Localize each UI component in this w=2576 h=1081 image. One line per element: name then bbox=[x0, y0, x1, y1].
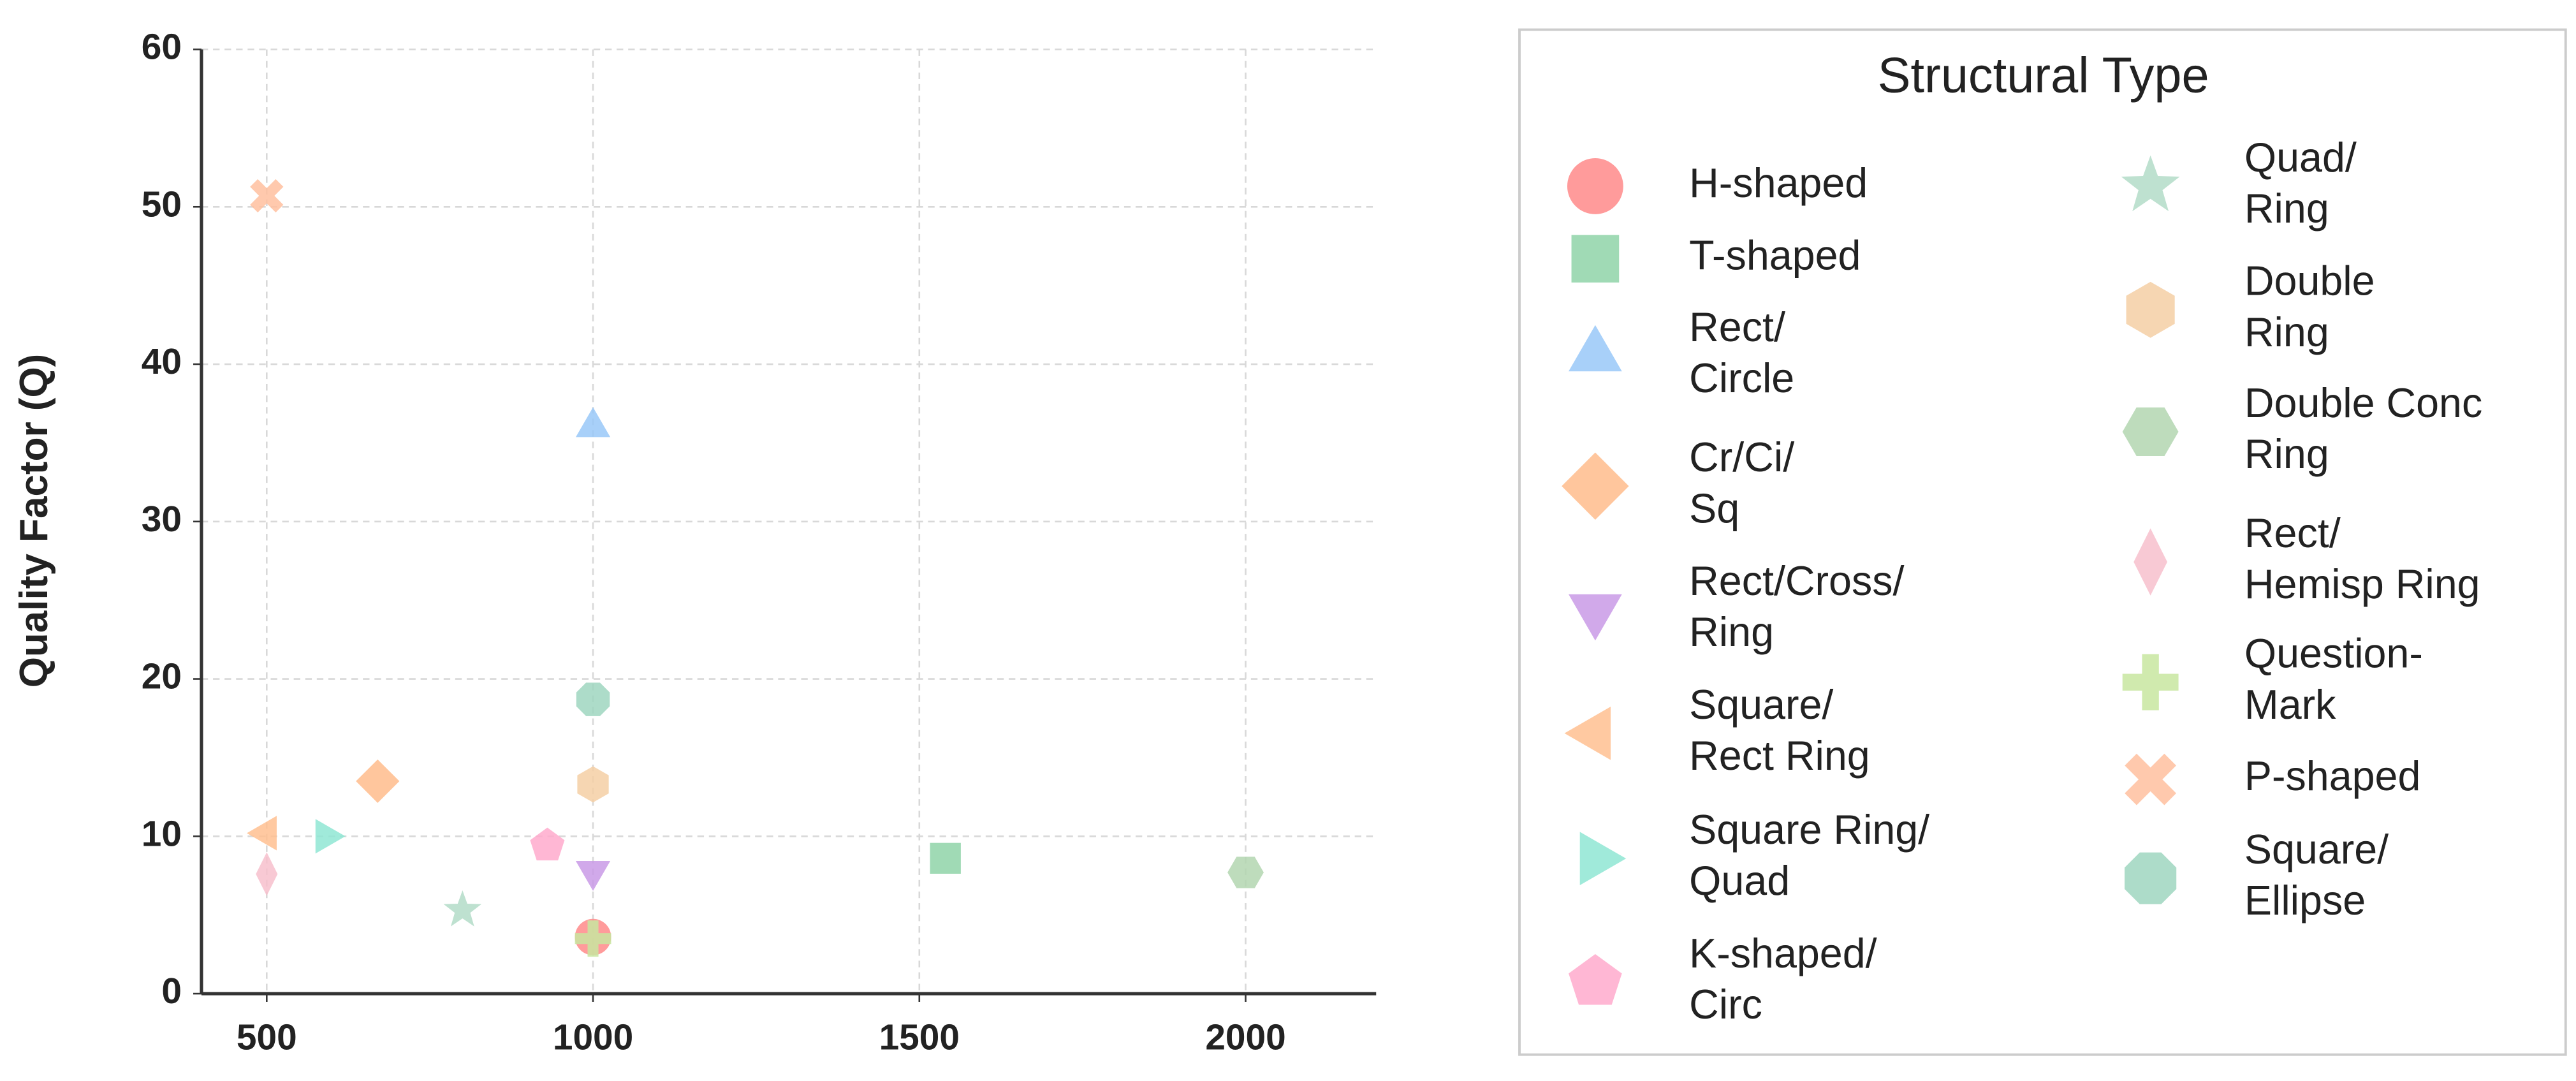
y-tick-label: 30 bbox=[142, 499, 182, 540]
legend-label: P-shaped bbox=[2244, 753, 2420, 799]
legend-marker bbox=[2122, 407, 2179, 457]
scatter-point bbox=[930, 842, 961, 874]
legend-marker bbox=[2125, 753, 2177, 805]
y-tick-label: 10 bbox=[142, 814, 182, 854]
scatter-point bbox=[1227, 857, 1264, 888]
x-tick-label: 1000 bbox=[553, 1017, 633, 1057]
legend-label: Double Ring bbox=[2244, 258, 2375, 355]
legend-marker bbox=[1569, 325, 1622, 372]
legend-marker bbox=[2133, 528, 2167, 596]
legend-marker bbox=[1564, 706, 1611, 760]
scatter-point bbox=[247, 816, 277, 851]
scatter-point bbox=[575, 407, 611, 438]
legend-marker bbox=[2125, 852, 2177, 904]
scatter-point bbox=[250, 179, 284, 213]
legend-label: T-shaped bbox=[1689, 233, 1861, 279]
legend-label: Rect/Circle bbox=[1689, 304, 1794, 401]
scatter-point bbox=[443, 890, 482, 927]
legend-label: H-shaped bbox=[1689, 160, 1868, 206]
legend-marker bbox=[1569, 954, 1622, 1005]
legend-label: Question-Mark bbox=[2244, 631, 2423, 728]
legend-label: Rect/Cross/Ring bbox=[1689, 558, 1904, 655]
legend-marker bbox=[2126, 281, 2175, 338]
scatter-point bbox=[356, 759, 400, 804]
scatter-point bbox=[315, 819, 346, 854]
y-tick-label: 20 bbox=[142, 657, 182, 697]
legend-label: K-shaped/Circ bbox=[1689, 930, 1877, 1027]
legend-box bbox=[1518, 28, 2567, 1056]
x-tick-label: 500 bbox=[237, 1017, 297, 1057]
scatter-point bbox=[576, 682, 610, 716]
legend-marker bbox=[1569, 594, 1622, 641]
scatter-point bbox=[577, 766, 609, 803]
scatter-point bbox=[575, 860, 611, 891]
x-tick-label: 2000 bbox=[1205, 1017, 1285, 1057]
legend-marker bbox=[1571, 235, 1620, 283]
legend-label: Rect/Hemisp Ring bbox=[2244, 510, 2480, 607]
scatter-point bbox=[530, 827, 565, 861]
legend-label: Quad/Ring bbox=[2244, 135, 2357, 232]
x-tick-label: 1500 bbox=[879, 1017, 960, 1057]
legend-marker bbox=[2121, 155, 2180, 212]
y-axis-label: Quality Factor (Q) bbox=[12, 354, 56, 688]
legend-title: Structural Type bbox=[1878, 48, 2209, 103]
y-tick-label: 40 bbox=[142, 342, 182, 382]
scatter-point bbox=[256, 852, 278, 896]
legend-marker bbox=[1567, 158, 1623, 214]
legend-label: Cr/Ci/Sq bbox=[1689, 434, 1794, 531]
y-tick-label: 50 bbox=[142, 184, 182, 224]
legend-marker bbox=[1579, 832, 1627, 886]
legend-label: Double Conc Ring bbox=[2244, 380, 2482, 477]
scatter-point bbox=[574, 920, 611, 957]
y-tick-label: 0 bbox=[161, 971, 182, 1011]
y-tick-label: 60 bbox=[142, 27, 182, 68]
legend-label: Square/Ellipse bbox=[2244, 827, 2389, 923]
legend-marker bbox=[2122, 654, 2179, 710]
legend-label: Square/Rect Ring bbox=[1689, 682, 1870, 779]
legend-label: Square Ring/Quad bbox=[1689, 807, 1929, 904]
